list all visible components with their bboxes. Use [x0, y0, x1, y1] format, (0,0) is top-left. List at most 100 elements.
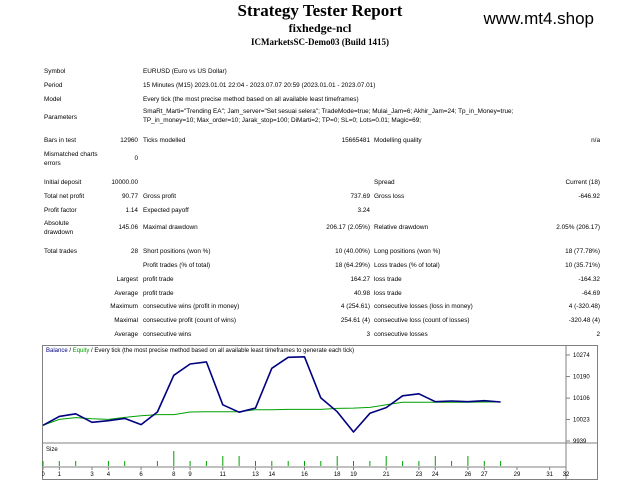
chart-title-sep: / — [68, 348, 73, 354]
watermark-text: www.mt4.shop — [483, 9, 594, 28]
period-value: 15 Minutes (M15) 2023.01.01 22:04 - 2023… — [143, 82, 376, 89]
model-value: Every tick (the most precise method base… — [143, 96, 359, 103]
average-label: Average — [114, 290, 138, 297]
x-tick-label: 4 — [107, 472, 111, 478]
average-consecutive-label: Average — [114, 331, 138, 338]
parameters-line2: TP_in_money=10; Max_order=10; Jarak_stop… — [143, 117, 422, 124]
profit-factor-value: 1.14 — [125, 207, 138, 214]
chart-title-rest: / Every tick (the most precise method ba… — [89, 348, 354, 354]
y-tick-label: 10190 — [573, 375, 590, 381]
profit-trades-label: Profit trades (% of total) — [143, 262, 211, 269]
x-tick-label: 13 — [252, 472, 259, 478]
ticks-label: Ticks modelled — [143, 137, 186, 144]
balance-chart-svg: Balance / Equity / Every tick (the most … — [41, 345, 598, 480]
quality-label: Modelling quality — [374, 137, 422, 144]
y-axis-ticks: 10274 10190 10106 10023 9939 — [566, 353, 590, 445]
maximal-label: Maximal — [114, 317, 138, 324]
largest-label: Largest — [116, 276, 138, 283]
gross-profit-label: Gross profit — [143, 193, 177, 200]
bars-value: 12960 — [120, 137, 138, 144]
x-tick-label: 8 — [172, 472, 176, 478]
chart-title-equity: Equity — [73, 348, 90, 354]
model-label: Model — [44, 96, 62, 103]
average-loss-label: loss trade — [374, 290, 402, 297]
initial-deposit-label: Initial deposit — [44, 179, 82, 186]
gross-loss-label: Gross loss — [374, 193, 405, 200]
average-consecutive-losses-label: consecutive losses — [374, 331, 428, 338]
y-tick-label: 10106 — [573, 396, 590, 402]
chart-title: Balance / Equity / Every tick (the most … — [46, 348, 354, 354]
largest-profit-label: profit trade — [143, 276, 174, 283]
net-profit-value: 90.77 — [122, 193, 138, 200]
max-consecutive-wins-value: 4 (254.61) — [340, 303, 370, 310]
parameters-line1: SmaRt_Marti="Trending EA"; Jam_server="S… — [143, 108, 514, 115]
initial-deposit-value: 10000.00 — [111, 179, 138, 186]
max-consecutive-wins-label: consecutive wins (profit in money) — [143, 303, 240, 310]
max-consecutive-losses-label: consecutive losses (loss in money) — [374, 303, 473, 310]
size-panel-label: Size — [46, 447, 58, 453]
profit-trades-value: 18 (64.29%) — [335, 262, 370, 269]
x-tick-label: 27 — [481, 472, 488, 478]
size-bars-layer — [42, 451, 502, 466]
short-positions-label: Short positions (won %) — [143, 248, 211, 255]
loss-trades-label: Loss trades (% of total) — [374, 262, 440, 269]
series-layer — [42, 356, 501, 433]
x-tick-label: 11 — [220, 472, 227, 478]
symbol-value: EURUSD (Euro vs US Dollar) — [143, 68, 227, 75]
spread-label: Spread — [374, 179, 395, 186]
max-consecutive-losses-value: 4 (-320.48) — [568, 303, 600, 310]
x-tick-label: 14 — [268, 472, 275, 478]
quality-value: n/a — [591, 137, 600, 144]
short-positions-value: 10 (40.00%) — [335, 248, 370, 255]
x-tick-label: 26 — [465, 472, 472, 478]
total-trades-label: Total trades — [44, 248, 78, 255]
expected-payoff-label: Expected payoff — [143, 207, 189, 214]
x-tick-label: 24 — [432, 472, 439, 478]
x-tick-label: 29 — [514, 472, 521, 478]
x-tick-label: 23 — [416, 472, 423, 478]
gross-loss-value: -646.92 — [578, 193, 600, 200]
ea-name: fixhedge-ncl — [288, 21, 352, 35]
largest-profit-value: 164.27 — [350, 276, 370, 283]
balance-line — [42, 356, 501, 433]
equity-line — [42, 401, 501, 426]
y-tick-label: 10274 — [573, 353, 590, 359]
x-tick-label: 31 — [546, 472, 553, 478]
long-positions-value: 18 (77.78%) — [565, 248, 600, 255]
net-profit-label: Total net profit — [44, 193, 85, 200]
x-tick-label: 1 — [58, 472, 62, 478]
balance-chart: Balance / Equity / Every tick (the most … — [41, 345, 598, 480]
gross-profit-value: 737.69 — [350, 193, 370, 200]
absolute-drawdown-label-2: drawdown — [44, 229, 74, 236]
x-tick-label: 32 — [563, 472, 570, 478]
bars-label: Bars in test — [44, 137, 76, 144]
maximal-consecutive-loss-value: -320.48 (4) — [568, 317, 600, 324]
maximal-drawdown-value: 206.17 (2.05%) — [326, 224, 370, 231]
x-tick-label: 3 — [90, 472, 94, 478]
average-consecutive-wins-label: consecutive wins — [143, 331, 192, 338]
absolute-drawdown-label-1: Absolute — [44, 220, 69, 227]
average-consecutive-wins-value: 3 — [366, 331, 370, 338]
server-build: ICMarketsSC-Demo03 (Build 1415) — [251, 37, 389, 47]
average-profit-label: profit trade — [143, 290, 174, 297]
x-tick-label: 6 — [139, 472, 143, 478]
profit-factor-label: Profit factor — [44, 207, 77, 214]
average-profit-value: 40.98 — [354, 290, 370, 297]
spread-value: Current (18) — [565, 179, 600, 186]
mismatch-label-2: errors — [44, 160, 61, 167]
ticks-value: 15665481 — [341, 137, 370, 144]
maximal-drawdown-label: Maximal drawdown — [143, 224, 198, 231]
total-trades-value: 28 — [130, 248, 138, 255]
x-tick-label: 0 — [42, 472, 45, 478]
maximal-consecutive-profit-label: consecutive profit (count of wins) — [143, 317, 237, 324]
mismatch-label-1: Mismatched charts — [44, 151, 98, 158]
relative-drawdown-label: Relative drawdown — [374, 224, 428, 231]
parameters-label: Parameters — [44, 114, 78, 121]
average-loss-value: -64.69 — [581, 290, 600, 297]
x-tick-label: 16 — [301, 472, 308, 478]
report-title: Strategy Tester Report — [237, 1, 403, 20]
maximal-consecutive-loss-label: consecutive loss (count of losses) — [374, 317, 470, 324]
mismatch-value: 0 — [134, 155, 138, 162]
chart-title-balance: Balance — [46, 348, 68, 354]
main-plot-area — [43, 346, 566, 442]
